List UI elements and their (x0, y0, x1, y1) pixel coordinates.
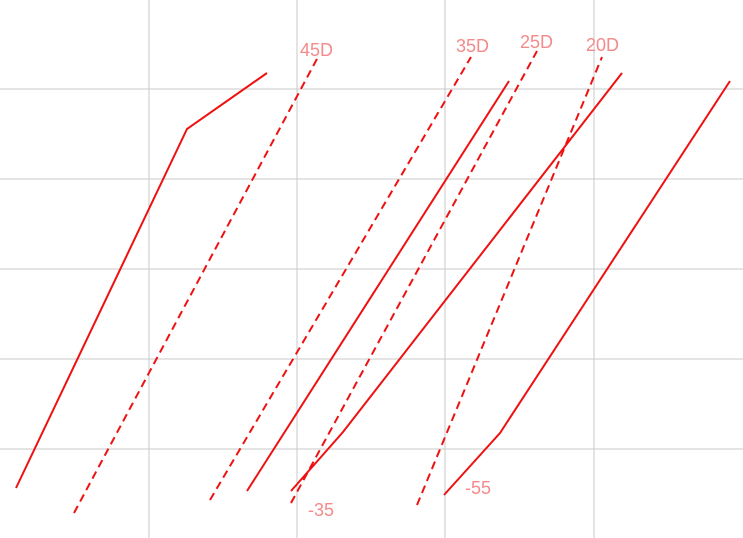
dashed-line (290, 50, 538, 504)
curve-label: 20D (586, 35, 619, 55)
curve-label: 35D (456, 36, 489, 56)
curve-label: -55 (465, 478, 491, 498)
curves (15, 50, 731, 514)
solid-line (246, 80, 510, 492)
curve-label: 45D (300, 40, 333, 60)
dashed-line (209, 56, 472, 501)
solid-line (443, 80, 731, 496)
dashed-line (416, 56, 603, 506)
curve-label: -35 (308, 500, 334, 520)
curve-label: 25D (520, 32, 553, 52)
solid-line (290, 72, 623, 492)
solid-line (15, 72, 268, 489)
dashed-line (73, 56, 319, 514)
